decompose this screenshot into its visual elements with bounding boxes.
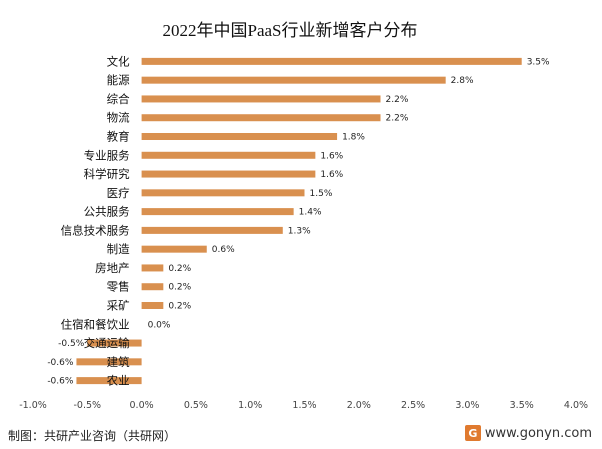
category-label-10: 制造	[107, 242, 130, 256]
category-label-17: 农业	[107, 374, 130, 388]
category-label-15: 交通运输	[84, 336, 130, 350]
category-label-4: 教育	[107, 130, 130, 144]
bar-6	[141, 170, 316, 178]
website-url: www.gonyn.com	[484, 425, 592, 441]
x-tick-label-9: 3.5%	[510, 400, 534, 411]
bar-5	[141, 151, 316, 159]
value-label-0: 3.5%	[527, 57, 550, 67]
bar-4	[141, 133, 338, 140]
value-label-16: -0.6%	[47, 358, 74, 368]
x-tick-label-7: 2.5%	[401, 400, 425, 411]
x-tick-label-8: 3.0%	[455, 400, 479, 411]
bar-10	[141, 245, 207, 253]
category-label-1: 能源	[107, 73, 130, 87]
value-label-8: 1.4%	[299, 208, 322, 218]
category-label-9: 信息技术服务	[61, 223, 130, 237]
category-label-0: 文化	[107, 54, 130, 68]
bar-7	[141, 189, 305, 197]
x-tick-label-3: 0.5%	[184, 400, 208, 411]
category-label-8: 公共服务	[84, 205, 130, 219]
x-tick-label-10: 4.0%	[564, 400, 588, 411]
category-label-14: 住宿和餐饮业	[61, 317, 130, 331]
value-label-15: -0.5%	[58, 339, 85, 349]
chart: 2022年中国PaaS行业新增客户分布 文化 3.5% 能源 2.8% 综合 2.2% 物流…	[19, 21, 588, 411]
x-tick-label-6: 2.0%	[347, 400, 371, 411]
category-label-13: 采矿	[107, 299, 130, 313]
bar-1	[141, 76, 446, 84]
value-label-5: 1.6%	[320, 151, 343, 161]
bar-0	[141, 57, 522, 65]
brand-logo: G	[464, 425, 481, 441]
x-tick-label-2: 0.0%	[130, 400, 154, 411]
value-label-13: 0.2%	[168, 302, 191, 312]
category-label-3: 物流	[107, 111, 130, 125]
value-label-4: 1.8%	[342, 133, 365, 143]
bar-12	[141, 283, 164, 291]
bar-3	[141, 114, 381, 122]
bar-2	[141, 95, 381, 103]
bar-16	[76, 358, 142, 366]
category-label-6: 科学研究	[84, 167, 130, 181]
bar-13	[141, 302, 164, 309]
value-label-3: 2.2%	[386, 114, 409, 124]
category-label-7: 医疗	[107, 186, 130, 200]
website-credit: G www.gonyn.com	[464, 425, 592, 441]
source-note: 制图：共研产业咨询（共研网）	[8, 429, 177, 443]
category-label-12: 零售	[107, 280, 130, 294]
value-label-6: 1.6%	[320, 170, 343, 180]
x-tick-label-4: 1.0%	[238, 400, 262, 411]
category-label-5: 专业服务	[84, 148, 130, 162]
category-label-11: 房地产	[95, 261, 130, 275]
bar-11	[141, 264, 164, 272]
bar-9	[141, 226, 283, 234]
value-label-11: 0.2%	[168, 264, 191, 274]
x-tick-label-5: 1.5%	[292, 400, 316, 411]
value-label-9: 1.3%	[288, 226, 311, 236]
chart-title: 2022年中国PaaS行业新增客户分布	[163, 21, 418, 40]
value-label-7: 1.5%	[310, 189, 333, 199]
value-label-14: 0.0%	[148, 320, 171, 330]
value-label-12: 0.2%	[168, 283, 191, 293]
value-label-10: 0.6%	[212, 245, 235, 255]
bar-17	[76, 377, 142, 385]
bar-8	[141, 208, 294, 216]
value-label-17: -0.6%	[47, 377, 74, 387]
bar-15	[87, 339, 142, 347]
value-label-1: 2.8%	[451, 76, 474, 86]
x-tick-label-0: -1.0%	[19, 400, 47, 411]
category-label-16: 建筑	[107, 355, 130, 369]
x-tick-label-1: -0.5%	[74, 400, 102, 411]
value-label-2: 2.2%	[386, 95, 409, 105]
category-label-2: 综合	[107, 92, 130, 106]
